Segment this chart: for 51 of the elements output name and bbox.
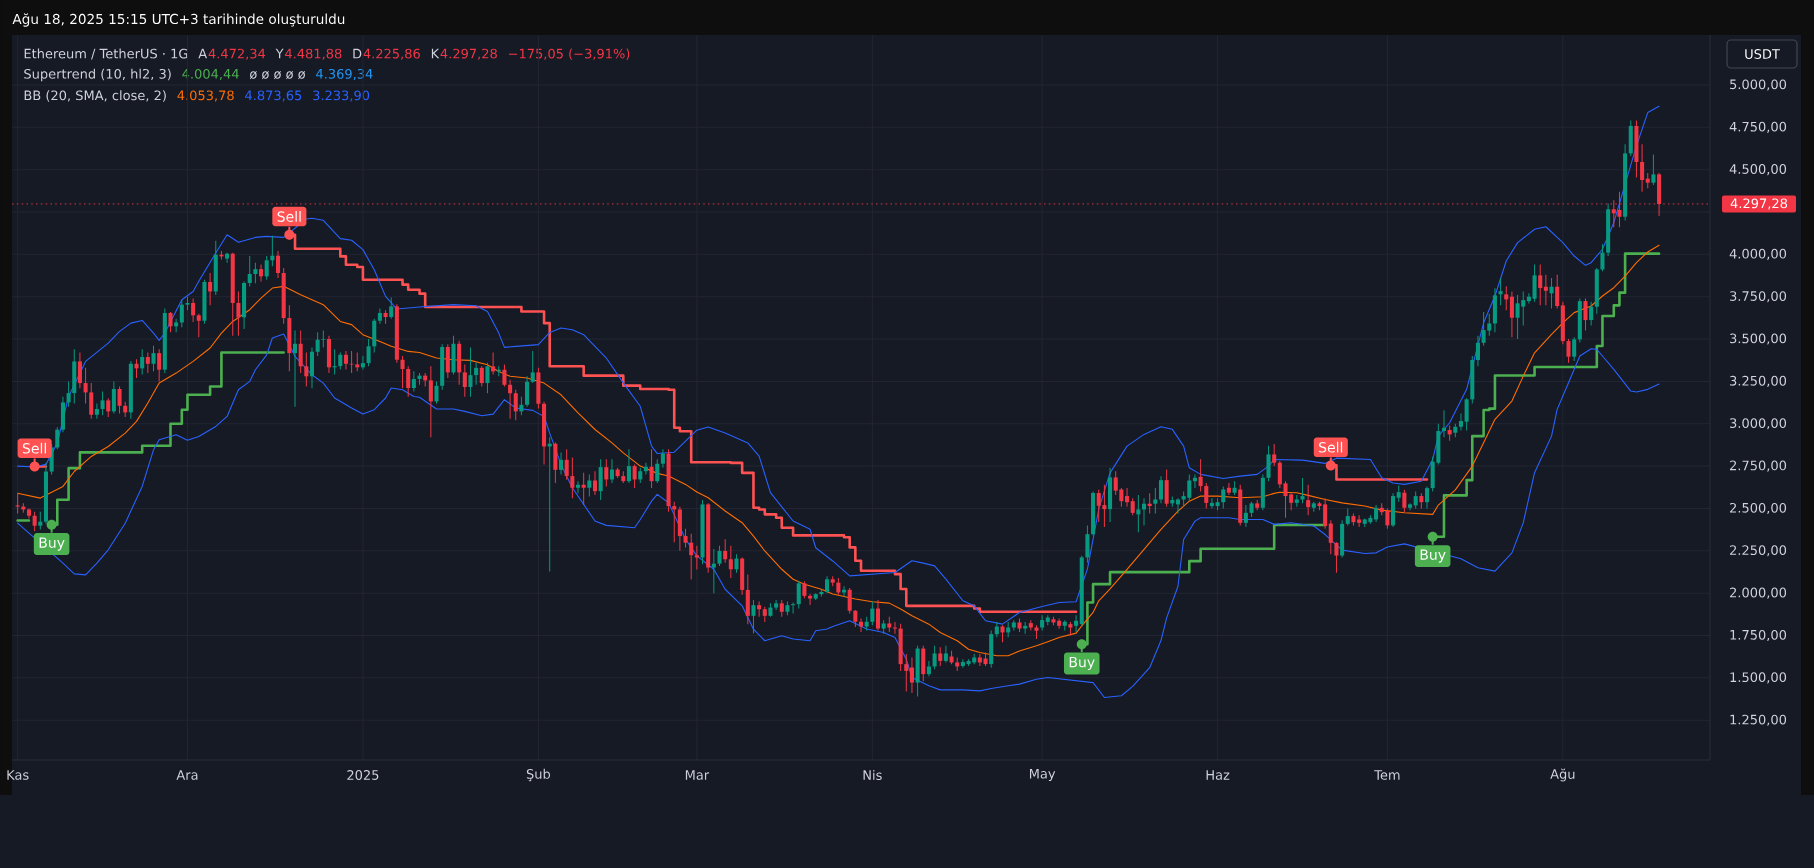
text: Buy — [1069, 656, 1095, 671]
annotation: 4.481,88 — [285, 48, 342, 60]
y-tick-label: 4.750,00 — [1729, 121, 1787, 133]
y-tick-label: 2.750,00 — [1730, 460, 1787, 472]
y-tick-label: 3.000,00 — [1730, 418, 1787, 430]
ref-line-label: 4.297,28 — [1730, 198, 1788, 210]
y-tick-label: 1.500,00 — [1730, 672, 1787, 684]
y-tick-label: 3.250,00 — [1730, 375, 1787, 387]
y-tick-label: 2.000,00 — [1730, 587, 1787, 599]
chart-title: Ağu 18, 2025 15:15 UTC+3 tarihinde oluşturuldu — [12, 13, 345, 27]
y-tick-label: 3.750,00 — [1730, 291, 1787, 303]
x-tick-label: Mar — [685, 770, 710, 780]
annotation: ø ø ø ø ø — [249, 70, 306, 80]
y-tick-label: 1.750,00 — [1730, 629, 1787, 642]
text: Sell — [22, 442, 46, 454]
x-tick-label: Şub — [526, 768, 551, 782]
annotation: 4.873,65 — [245, 90, 302, 102]
annotation: 3.233,90 — [313, 90, 370, 102]
x-tick-label: Nis — [863, 769, 882, 781]
annotation: 4.225,86 — [363, 48, 420, 60]
x-tick-label: Haz — [1206, 770, 1230, 780]
y-tick-label: 3.500,00 — [1730, 333, 1787, 345]
annotation: Supertrend (10, hl2, 3) — [24, 68, 171, 82]
series-label: Sell — [277, 211, 301, 222]
annotation: D — [353, 48, 362, 59]
annotation: Ethereum / TetherUS · 1G — [24, 48, 188, 60]
y-tick-label: 1.250,00 — [1730, 714, 1787, 726]
y-axis-title: USDT — [1745, 49, 1780, 59]
x-tick-label: May — [1029, 768, 1056, 782]
y-tick-label: 5.000,00 — [1730, 79, 1787, 91]
annotation: Y — [275, 48, 284, 59]
x-tick-label: Ara — [176, 770, 198, 780]
x-tick-label: Ağu — [1550, 768, 1575, 782]
annotation: 4.297,28 — [440, 48, 497, 60]
annotation: K — [431, 48, 440, 59]
legend-label: Buy — [39, 537, 65, 551]
annotation: 4.053,78 — [177, 90, 234, 102]
y-tick-label: 4.500,00 — [1729, 164, 1787, 176]
annotation: 4.369,34 — [316, 68, 373, 81]
annotation: 4.472,34 — [208, 48, 266, 60]
x-tick-label: Tem — [1374, 770, 1400, 780]
y-tick-label: 4.000,00 — [1729, 248, 1787, 260]
annotation: A — [198, 48, 208, 59]
text: Buy — [1420, 549, 1446, 563]
y-tick-label: 2.250,00 — [1730, 545, 1787, 557]
annotation: −175,05 (−3,91%) — [508, 48, 630, 61]
x-tick-label: Kas — [7, 770, 29, 780]
y-tick-label: 2.500,00 — [1730, 502, 1787, 515]
text: Sell — [1319, 441, 1343, 453]
x-tick-label: 2025 — [347, 770, 379, 780]
annotation: BB (20, SMA, close, 2) — [24, 90, 166, 102]
